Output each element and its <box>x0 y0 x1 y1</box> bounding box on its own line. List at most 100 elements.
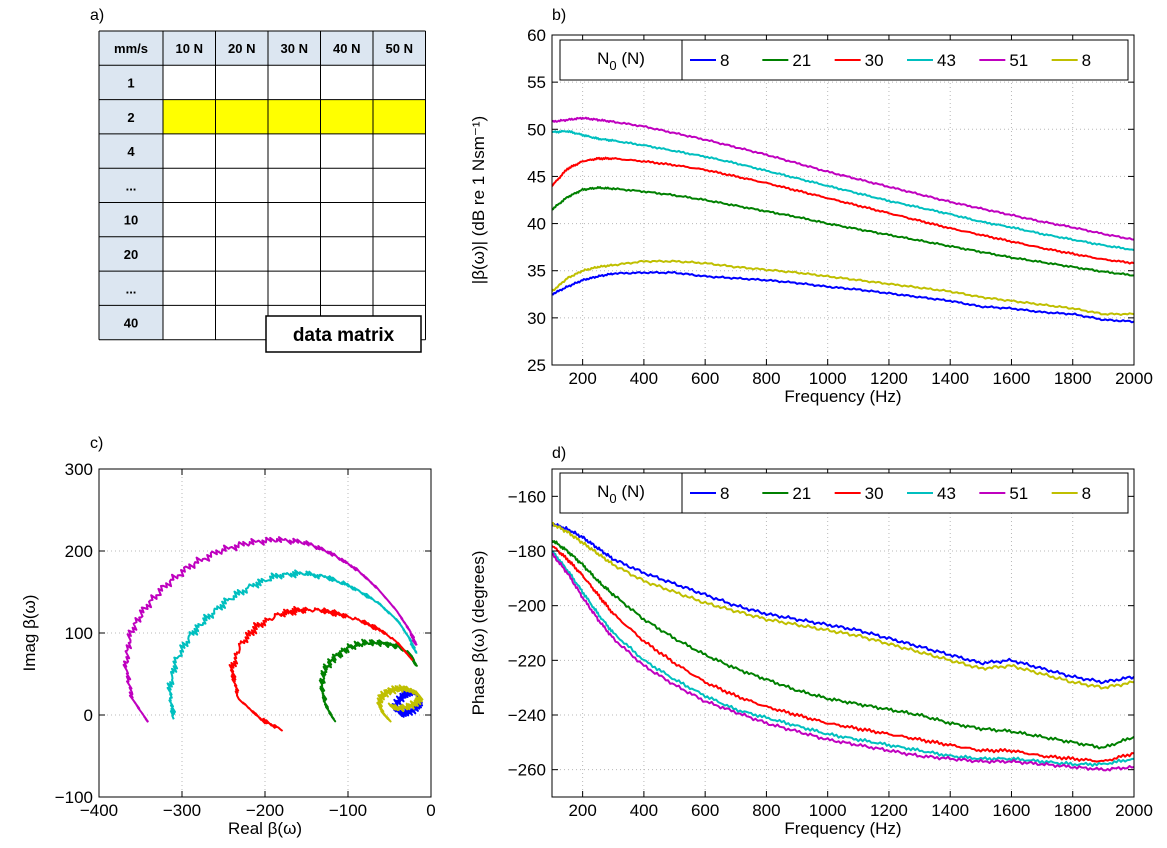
y-tick-label: −100 <box>55 788 93 807</box>
table-corner: mm/s <box>114 41 148 56</box>
y-tick-label: 45 <box>527 167 546 186</box>
panel-label-b: b) <box>552 7 566 24</box>
y-tick-label: 55 <box>527 73 546 92</box>
y-tick-label: 35 <box>527 262 546 281</box>
x-tick-label: 1200 <box>870 369 908 388</box>
x-axis-label: Frequency (Hz) <box>784 387 901 406</box>
table-row-header: 2 <box>127 110 134 125</box>
series-line-red <box>228 605 413 732</box>
chart-magnitude: 200 400 600 800 1000 1200 1400 1600 1800 2000 25 30… <box>469 26 1153 406</box>
y-tick-label: 30 <box>527 309 546 328</box>
axes-frame <box>551 34 1135 366</box>
chart-nyquist: −400 −300 −200 −100 0 −100 0 100 200 300 Real β(ω)… <box>20 460 436 838</box>
legend-entry: 21 <box>792 51 811 70</box>
x-tick-label: 2000 <box>1115 369 1153 388</box>
series-line-cyan <box>552 129 1134 251</box>
x-tick-label: 400 <box>630 801 658 820</box>
y-tick-label: −240 <box>508 706 546 725</box>
series-line-olive <box>552 522 1134 690</box>
table-row-header: ... <box>126 178 137 193</box>
y-tick-label: 0 <box>84 706 93 725</box>
legend-entry: 21 <box>792 484 811 503</box>
series-line-red <box>552 545 1134 763</box>
x-tick-label: 400 <box>630 369 658 388</box>
y-axis-label: |β(ω)| (dB re 1 Nsm⁻¹) <box>469 116 488 284</box>
series-line-blue <box>552 523 1134 685</box>
y-tick-label: 40 <box>527 215 546 234</box>
x-tick-label: 2000 <box>1115 801 1153 820</box>
legend-entry: 43 <box>937 51 956 70</box>
x-axis-label: Real β(ω) <box>228 819 302 838</box>
table-row-header: 10 <box>124 213 138 228</box>
legend-entry: 51 <box>1009 51 1028 70</box>
x-tick-label: 1800 <box>1054 369 1092 388</box>
y-axis-label: Imag β(ω) <box>20 595 39 672</box>
panel-label-c: c) <box>90 435 103 452</box>
legend-entry: 51 <box>1009 484 1028 503</box>
x-tick-label: −400 <box>80 801 118 820</box>
legend-entry: 8 <box>720 484 729 503</box>
table-row-header: 40 <box>124 316 138 331</box>
series-line-blue <box>552 270 1134 324</box>
x-axis-label: Frequency (Hz) <box>784 819 901 838</box>
chart-phase: 200 400 600 800 1000 1200 1400 1600 1800 2000 −260… <box>469 468 1153 838</box>
panel-label-d: d) <box>552 445 566 462</box>
x-tick-label: 200 <box>568 369 596 388</box>
series-line-olive <box>552 259 1134 316</box>
y-tick-label: 100 <box>65 624 93 643</box>
series-line-green <box>552 539 1134 750</box>
x-tick-label: 0 <box>426 801 435 820</box>
y-tick-label: 50 <box>527 120 546 139</box>
x-tick-label: 1400 <box>931 369 969 388</box>
table-row-header: ... <box>126 281 137 296</box>
legend-title: N0 (N) <box>597 482 645 506</box>
table-col-header: 20 N <box>228 41 255 56</box>
x-tick-label: 1400 <box>931 801 969 820</box>
x-tick-label: 1000 <box>809 801 847 820</box>
x-tick-label: −200 <box>246 801 284 820</box>
y-tick-label: −260 <box>508 761 546 780</box>
table-row-header: 4 <box>127 144 135 159</box>
data-matrix-box <box>265 315 422 353</box>
table-rowheader-bg <box>99 31 163 340</box>
x-tick-label: 1800 <box>1054 801 1092 820</box>
highlighted-row <box>163 99 426 134</box>
table-row-header: 1 <box>127 75 134 90</box>
x-tick-label: 1000 <box>809 369 847 388</box>
plot-area <box>552 35 1134 365</box>
table-col-header: 40 N <box>333 41 360 56</box>
panel-label-a: a) <box>90 7 104 24</box>
data-matrix-label: data matrix <box>293 325 395 346</box>
series-line-green <box>552 186 1134 277</box>
legend-entry: 30 <box>865 51 884 70</box>
x-tick-label: 800 <box>752 369 780 388</box>
legend-entry: 43 <box>937 484 956 503</box>
x-tick-label: 1200 <box>870 801 908 820</box>
y-tick-label: −200 <box>508 597 546 616</box>
x-tick-label: −100 <box>329 801 367 820</box>
legend-entry: 8 <box>1082 51 1091 70</box>
y-tick-label: 200 <box>65 542 93 561</box>
series-line-cyan <box>552 550 1134 767</box>
x-tick-label: 1600 <box>993 369 1031 388</box>
legend-entry: 8 <box>720 51 729 70</box>
series-line-olive <box>376 684 424 723</box>
series-line-magenta <box>552 552 1134 772</box>
series-line-magenta <box>552 116 1134 241</box>
x-tick-label: −300 <box>163 801 201 820</box>
table-col-header: 50 N <box>386 41 413 56</box>
y-tick-label: −160 <box>508 487 546 506</box>
y-tick-label: −220 <box>508 651 546 670</box>
x-tick-label: 600 <box>691 801 719 820</box>
table-row-header: 20 <box>124 247 138 262</box>
table-col-header: 10 N <box>176 41 203 56</box>
data-table: mm/s 10 N 20 N 30 N 40 N 50 N 1 2 4... 10 20... 40 d… <box>98 30 426 353</box>
table-col-header: 30 N <box>281 41 308 56</box>
legend-entry: 8 <box>1082 484 1091 503</box>
legend-title: N0 (N) <box>597 49 645 73</box>
series-line-magenta <box>122 536 418 723</box>
series-line-cyan <box>166 569 418 720</box>
x-tick-label: 1600 <box>993 801 1031 820</box>
y-axis-label: Phase β(ω) (degrees) <box>469 551 488 716</box>
x-tick-label: 800 <box>752 801 780 820</box>
